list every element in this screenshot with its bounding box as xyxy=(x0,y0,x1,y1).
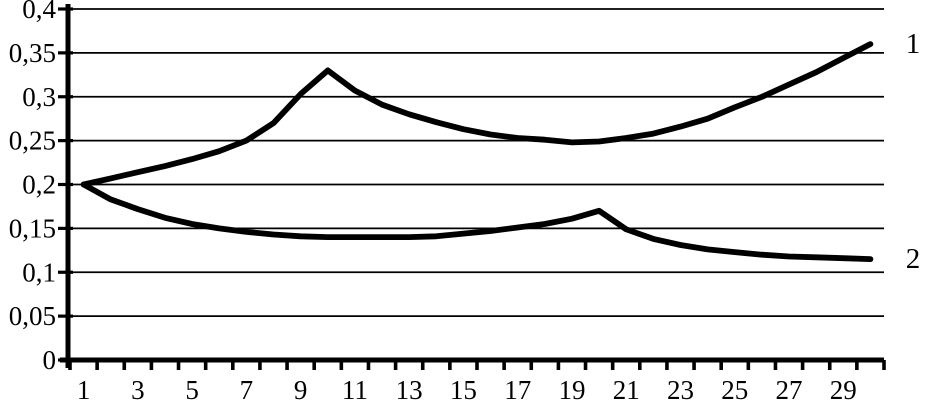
x-tick-label: 25 xyxy=(721,375,748,405)
x-tick-label: 29 xyxy=(830,375,857,405)
x-tick-label: 17 xyxy=(504,375,531,405)
x-tick-label: 5 xyxy=(185,375,199,405)
series-2-line xyxy=(80,181,874,263)
series-1-label: 1 xyxy=(906,28,921,60)
x-tick-label: 15 xyxy=(450,375,477,405)
x-tick-label: 1 xyxy=(77,375,91,405)
x-tick-label: 11 xyxy=(342,375,368,405)
x-tick-label: 9 xyxy=(294,375,308,405)
x-tick-label: 27 xyxy=(776,375,803,405)
y-tick-label: 0,05 xyxy=(9,301,56,331)
x-tick-label: 21 xyxy=(613,375,640,405)
y-tick-label: 0,15 xyxy=(9,213,56,243)
y-tick-label: 0,1 xyxy=(22,257,56,287)
x-tick-label: 19 xyxy=(558,375,585,405)
x-tick-label: 23 xyxy=(667,375,694,405)
y-tick-label: 0,25 xyxy=(9,126,56,156)
x-tick-label: 7 xyxy=(240,375,254,405)
y-tick-label: 0 xyxy=(43,345,57,375)
y-tick-label: 0,4 xyxy=(22,0,56,24)
y-tick-label: 0,35 xyxy=(9,38,56,68)
y-tick-label: 0,2 xyxy=(22,170,56,200)
x-tick-label: 13 xyxy=(396,375,423,405)
series-2-label: 2 xyxy=(906,243,921,275)
series-1-line xyxy=(80,41,874,188)
y-tick-label: 0,3 xyxy=(22,82,56,112)
x-tick-label: 3 xyxy=(131,375,145,405)
